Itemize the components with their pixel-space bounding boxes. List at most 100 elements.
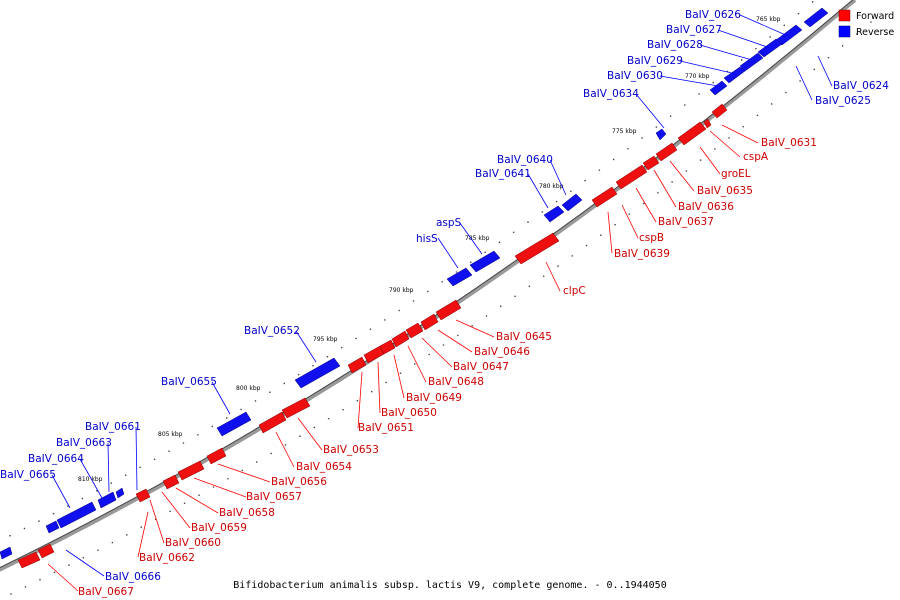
track-dot <box>254 400 257 402</box>
kbp-label: 795 kbp <box>313 336 338 343</box>
track-dot <box>756 114 759 117</box>
track-dot <box>527 221 529 223</box>
track-dot <box>169 510 171 513</box>
gene-forward-0658 <box>162 474 180 490</box>
track-dot <box>783 24 786 27</box>
track-dot <box>499 305 502 308</box>
gene-forward-groel <box>677 121 707 146</box>
gene-reverse-0640 <box>561 193 583 212</box>
track-dot <box>641 137 643 139</box>
gene-label: BaIV_0667 <box>78 586 134 598</box>
kbp-label: 770 kbp <box>685 73 710 80</box>
kbp-label: 765 kbp <box>756 16 781 23</box>
track-dot <box>627 147 629 150</box>
gene-label: BaIV_0625 <box>815 95 871 107</box>
track-dot <box>600 234 602 236</box>
track-dot <box>23 527 26 530</box>
gene-forward-0648 <box>391 330 410 348</box>
track-dot <box>297 373 300 376</box>
track-dot <box>685 170 688 172</box>
track-dot <box>38 520 40 522</box>
legend: Forward Reverse <box>838 9 894 38</box>
gene-label: BaIV_0626 <box>685 9 741 21</box>
gene-label: BaIV_0635 <box>697 185 753 197</box>
track-dot <box>841 45 844 47</box>
track-dot <box>240 408 242 411</box>
track-dot <box>227 477 229 480</box>
track-dot <box>598 169 601 171</box>
kbp-label: 800 kbp <box>236 385 261 392</box>
track-dot <box>541 211 544 213</box>
track-dot <box>111 541 114 544</box>
track-dot <box>614 223 616 226</box>
track-dot <box>284 444 287 446</box>
gene-forward-0637 <box>615 164 648 190</box>
gene-reverse-0665 <box>56 501 97 529</box>
track-dot <box>139 466 141 469</box>
track-dot <box>471 324 473 327</box>
legend-swatch-reverse <box>838 25 851 38</box>
track-dot <box>198 494 200 496</box>
track-dot <box>153 458 156 461</box>
gene-forward-0657 <box>177 460 205 481</box>
gene-reverse-0652 <box>294 357 341 389</box>
gene-forward-0654 <box>258 411 287 434</box>
gene-label: BaIV_0663 <box>56 437 112 449</box>
gene-label: BaIV_0640 <box>497 154 553 166</box>
track-dot <box>698 93 700 95</box>
gene-reverse-0634 <box>655 128 667 141</box>
gene-label: groEL <box>721 168 751 180</box>
kbp-label: 780 kbp <box>539 183 564 190</box>
gene-label: cspA <box>743 151 769 163</box>
gene-label: BaIV_0655 <box>161 376 217 388</box>
track-dot <box>52 512 55 515</box>
gene-forward-0631 <box>711 103 728 119</box>
track-dot <box>81 497 84 500</box>
track-dot <box>342 408 344 411</box>
gene-label: BaIV_0639 <box>614 248 670 260</box>
track-dot <box>657 191 659 194</box>
track-dot <box>270 452 272 455</box>
gene-label: BaIV_0629 <box>627 55 683 67</box>
track-dot <box>182 442 185 444</box>
track-dot <box>528 285 531 288</box>
gene-label: BaIV_0631 <box>761 137 817 149</box>
gene-label: aspS <box>436 217 462 229</box>
gene-reverse-0655 <box>216 411 252 437</box>
track-dot <box>399 372 402 375</box>
track-dot <box>299 435 301 438</box>
gene-label: BaIV_0657 <box>246 491 302 503</box>
track-dot <box>110 482 113 484</box>
gene-forward-0650 <box>363 345 385 364</box>
track-dot <box>428 353 430 356</box>
kbp-label: 775 kbp <box>612 128 637 135</box>
gene-reverse-0630b <box>709 80 728 96</box>
gene-reverse-0661 <box>115 487 125 499</box>
gene-label: BaIV_0641 <box>475 168 531 180</box>
gene-forward-0635 <box>655 142 678 162</box>
track-dot <box>485 315 488 317</box>
gene-label: BaIV_0650 <box>381 407 437 419</box>
track-dot <box>570 190 572 192</box>
track-dot <box>212 486 215 488</box>
gene-label: BaIV_0637 <box>658 216 714 228</box>
track-dot <box>356 399 359 402</box>
track-dot <box>427 290 429 293</box>
gene-forward-clpc <box>514 232 560 265</box>
track-dot <box>355 337 357 340</box>
gene-label: BaIV_0656 <box>271 476 327 488</box>
gene-reverse-0630 <box>723 66 746 84</box>
track-dot <box>813 68 816 71</box>
track-dot <box>96 490 98 492</box>
gene-label: BaIV_0666 <box>105 571 161 583</box>
track-dot <box>584 179 586 182</box>
forward-labels: BaIV_0631 cspA groEL BaIV_0635 BaIV_0636… <box>78 137 817 598</box>
kbp-ticks: 765 kbp 770 kbp 775 kbp 780 kbp 785 kbp … <box>78 16 781 483</box>
track-dot <box>542 275 545 278</box>
track-dot <box>469 261 472 264</box>
track-dot <box>728 137 730 139</box>
track-dot <box>211 425 214 428</box>
kbp-label: 810 kbp <box>78 476 103 483</box>
gene-label: BaIV_0624 <box>833 80 889 92</box>
